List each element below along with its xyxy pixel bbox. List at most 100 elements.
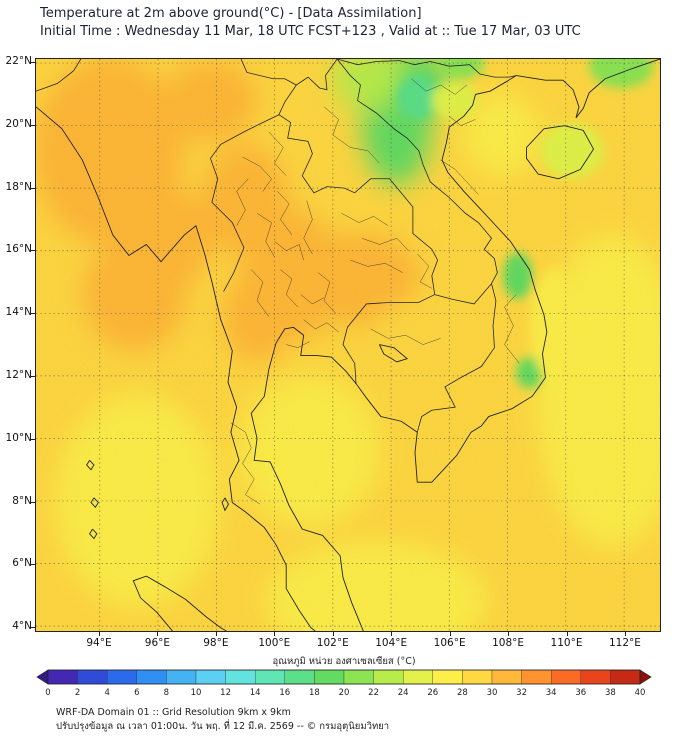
colorbar-label: อุณหภูมิ หน่วย องศาเซลเซียส (°C) — [272, 656, 416, 667]
lon-tick-label: 112°E — [608, 637, 641, 649]
lon-tick-mark — [624, 632, 626, 636]
province-border — [251, 269, 269, 317]
province-border — [280, 269, 299, 308]
colorbar-segment — [107, 669, 137, 685]
colorbar-segment — [47, 669, 78, 685]
country-borders-layer — [36, 59, 517, 433]
lon-tick-mark — [391, 632, 393, 636]
lon-tick-mark — [215, 632, 217, 636]
coastline — [86, 459, 95, 471]
temperature-map — [36, 59, 660, 631]
country-border — [336, 59, 498, 284]
province-border — [256, 213, 275, 258]
province-border — [350, 259, 403, 273]
map-title: Temperature at 2m above ground(°C) - [Da… — [40, 6, 422, 21]
country-border — [434, 283, 492, 305]
map-subtitle: Initial Time : Wednesday 11 Mar, 18 UTC … — [40, 24, 581, 39]
lon-tick-label: 104°E — [375, 637, 408, 649]
lon-tick-label: 102°E — [316, 637, 349, 649]
lon-tick-label: 100°E — [258, 637, 291, 649]
colorbar-tick-label: 24 — [397, 688, 409, 698]
colorbar-segment — [314, 669, 345, 685]
province-border — [318, 272, 336, 314]
colorbar-segment — [551, 669, 581, 685]
colorbar-tick-label: 20 — [338, 688, 350, 698]
lat-tick-label: 6°N — [12, 557, 32, 570]
coastline — [90, 497, 99, 508]
lat-tick-label: 14°N — [5, 306, 32, 319]
province-borders-layer — [230, 78, 520, 505]
province-border — [236, 178, 249, 226]
colorbar-tick-label: 6 — [134, 688, 140, 698]
footer-line1: WRF-DA Domain 01 :: Grid Resolution 9km … — [56, 707, 291, 718]
colorbar-tick-label: 22 — [368, 688, 379, 698]
province-border — [230, 422, 261, 505]
coastline — [526, 125, 595, 180]
colorbar-tick-label: 16 — [279, 688, 291, 698]
lat-tick-mark — [31, 187, 35, 189]
province-border — [417, 253, 432, 289]
colorbar-tick-label: 18 — [308, 688, 320, 698]
lat-tick-mark — [31, 124, 35, 126]
lat-tick-mark — [31, 375, 35, 377]
province-border — [411, 78, 467, 95]
lat-tick-mark — [31, 313, 35, 315]
colorbar-tick-label: 34 — [545, 688, 557, 698]
lat-tick-mark — [31, 564, 35, 566]
lon-tick-mark — [98, 632, 100, 636]
colorbar-segment — [284, 669, 315, 685]
country-border — [36, 59, 82, 92]
coastline — [516, 59, 660, 119]
colorbar-segment — [580, 669, 611, 685]
province-border — [323, 106, 380, 164]
colorbar — [36, 669, 652, 685]
lat-tick-label: 18°N — [5, 180, 32, 193]
province-border — [300, 294, 325, 305]
colorbar-segment — [343, 669, 374, 685]
province-border — [268, 131, 287, 176]
lon-tick-label: 108°E — [492, 637, 525, 649]
lon-tick-mark — [566, 632, 568, 636]
colorbar-segment — [225, 669, 256, 685]
map-area — [35, 58, 661, 632]
colorbar-tick-label: 36 — [575, 688, 587, 698]
lon-tick-mark — [508, 632, 510, 636]
colorbar-tick-label: 2 — [74, 688, 81, 698]
colorbar-under-arrow — [36, 669, 49, 685]
province-border — [361, 237, 409, 251]
lat-tick-mark — [31, 62, 35, 64]
colorbar-tick-label: 32 — [516, 688, 527, 698]
colorbar-tick-label: 40 — [634, 688, 646, 698]
lat-tick-label: 10°N — [5, 431, 32, 444]
coastline — [36, 106, 316, 631]
colorbar-segment — [195, 669, 226, 685]
province-border — [242, 156, 272, 192]
lat-tick-label: 12°N — [5, 368, 32, 381]
colorbar-segment — [255, 669, 285, 685]
province-border — [449, 116, 476, 126]
country-border — [337, 59, 517, 78]
lat-tick-label: 4°N — [12, 620, 32, 633]
province-border — [303, 200, 313, 255]
colorbar-tick-label: 8 — [163, 688, 170, 698]
field-noise-texture — [36, 59, 660, 631]
coastline — [221, 497, 229, 512]
colorbar-tick-label: 30 — [486, 688, 498, 698]
colorbar-segment — [610, 669, 641, 685]
lat-tick-label: 22°N — [5, 55, 32, 68]
lon-tick-label: 94°E — [86, 637, 112, 649]
footer: WRF-DA Domain 01 :: Grid Resolution 9km … — [56, 706, 389, 734]
country-border — [278, 114, 439, 295]
lat-tick-mark — [31, 250, 35, 252]
coastline — [378, 344, 409, 363]
colorbar-tick-label: 4 — [104, 688, 110, 698]
lon-tick-mark — [449, 632, 451, 636]
colorbar-tick-label: 26 — [427, 688, 439, 698]
coastline-layer — [36, 59, 660, 631]
lon-tick-label: 110°E — [550, 637, 583, 649]
lon-tick-mark — [332, 632, 334, 636]
country-border — [278, 84, 297, 115]
lat-tick-mark — [31, 627, 35, 629]
lon-tick-label: 106°E — [433, 637, 466, 649]
coastline — [89, 528, 98, 540]
